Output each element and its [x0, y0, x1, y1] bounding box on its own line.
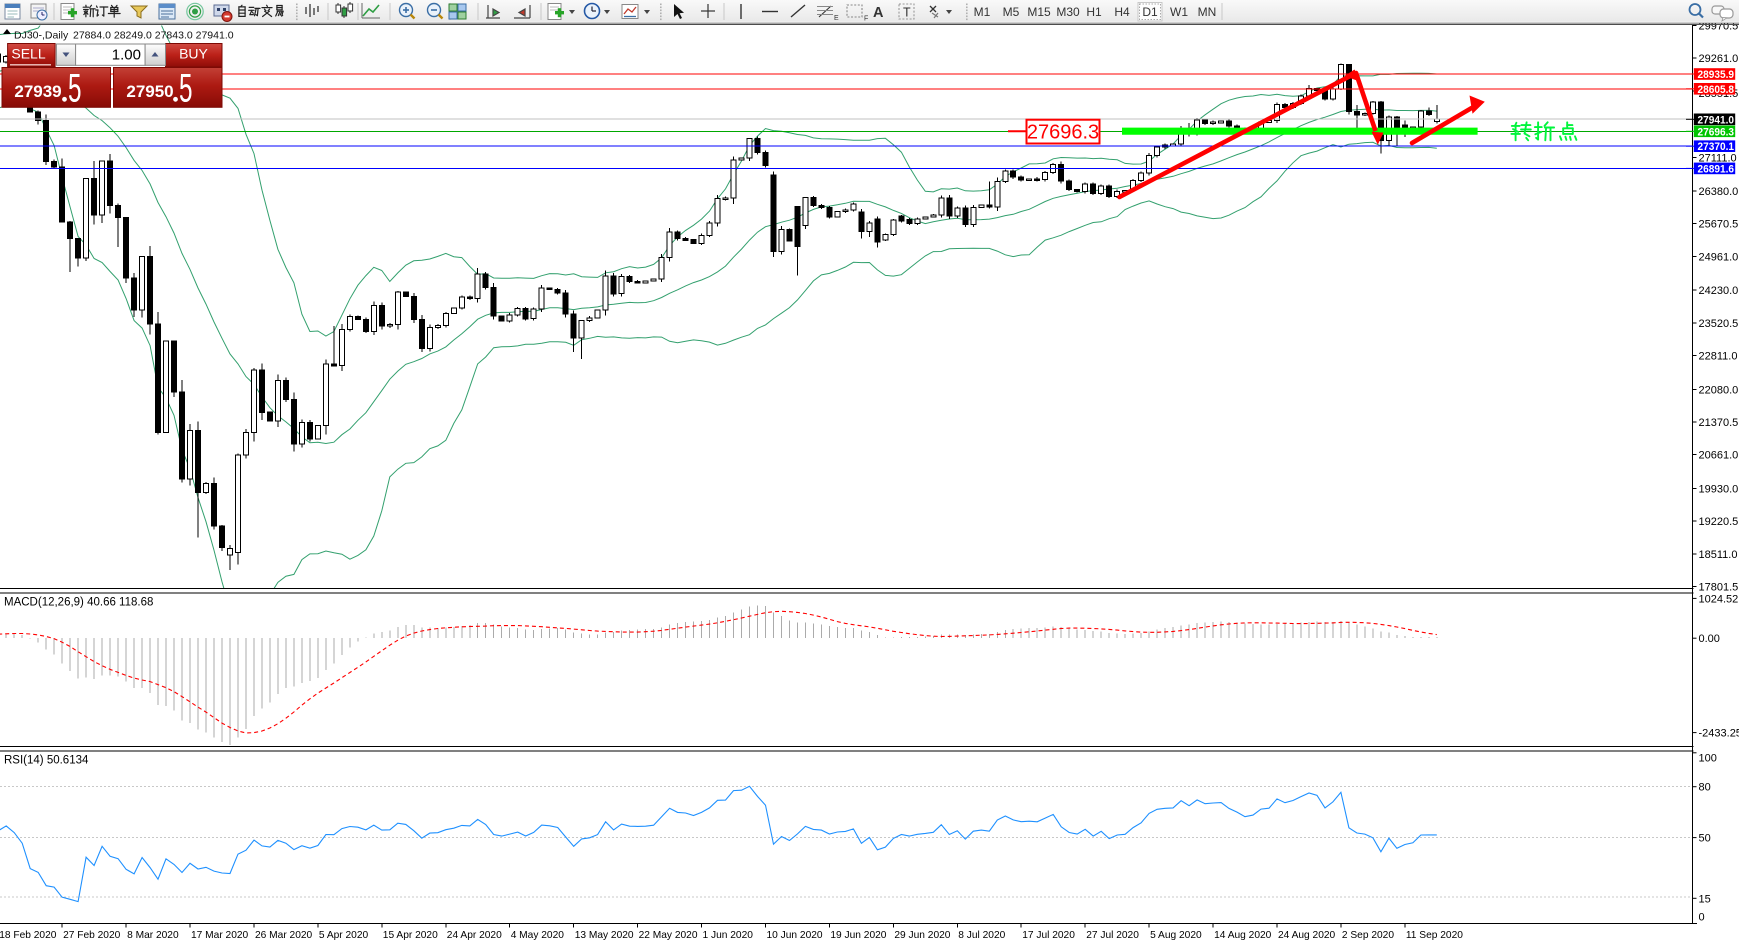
svg-text:26380.0: 26380.0	[1699, 186, 1739, 198]
svg-text:27696.3: 27696.3	[1698, 126, 1735, 138]
svg-text:W1: W1	[1170, 5, 1188, 19]
svg-text:21370.5: 21370.5	[1699, 417, 1739, 429]
svg-text:24961.0: 24961.0	[1699, 252, 1739, 264]
svg-text:80: 80	[1699, 782, 1711, 794]
svg-text:27111.0: 27111.0	[1699, 152, 1737, 164]
svg-text:18511.0: 18511.0	[1699, 549, 1738, 561]
svg-text:-2433.25: -2433.25	[1699, 728, 1739, 740]
svg-text:20661.0: 20661.0	[1699, 450, 1739, 462]
svg-text:8 Mar 2020: 8 Mar 2020	[127, 930, 179, 941]
svg-text:0.00: 0.00	[1699, 633, 1720, 645]
svg-text:E: E	[834, 15, 839, 22]
svg-text:28935.9: 28935.9	[1698, 69, 1735, 81]
svg-text:1024.52: 1024.52	[1699, 593, 1739, 605]
svg-text:29 Jun 2020: 29 Jun 2020	[894, 930, 950, 941]
svg-text:19 Jun 2020: 19 Jun 2020	[830, 930, 886, 941]
svg-text:0: 0	[1699, 912, 1705, 924]
svg-text:50: 50	[1699, 833, 1711, 845]
svg-text:18 Feb 2020: 18 Feb 2020	[0, 930, 57, 941]
svg-text:BUY: BUY	[179, 46, 208, 62]
svg-text:26 Mar 2020: 26 Mar 2020	[255, 930, 313, 941]
svg-text:5: 5	[68, 67, 82, 111]
svg-text:D1: D1	[1142, 5, 1158, 19]
svg-text:27 Jul 2020: 27 Jul 2020	[1086, 930, 1139, 941]
svg-text:26891.6: 26891.6	[1698, 163, 1735, 175]
svg-text:17801.5: 17801.5	[1699, 582, 1739, 594]
svg-text:23520.5: 23520.5	[1699, 318, 1739, 330]
svg-text:F: F	[864, 16, 868, 23]
svg-text:22 May 2020: 22 May 2020	[639, 930, 698, 941]
svg-text:1.00: 1.00	[112, 47, 141, 64]
svg-text:8 Jul 2020: 8 Jul 2020	[958, 930, 1005, 941]
svg-text:25670.5: 25670.5	[1699, 219, 1739, 231]
svg-text:MN: MN	[1198, 5, 1217, 19]
svg-text:RSI(14) 50.6134: RSI(14) 50.6134	[4, 755, 89, 767]
svg-text:H1: H1	[1086, 5, 1102, 19]
svg-text:M30: M30	[1056, 5, 1080, 19]
svg-text:5 Aug 2020: 5 Aug 2020	[1150, 930, 1202, 941]
svg-text:15: 15	[1699, 893, 1711, 905]
svg-text:5: 5	[179, 67, 193, 111]
svg-text:22080.0: 22080.0	[1699, 384, 1739, 396]
svg-text:24 Aug 2020: 24 Aug 2020	[1278, 930, 1336, 941]
svg-text:T: T	[903, 6, 911, 20]
svg-text:27941.0: 27941.0	[1698, 114, 1735, 126]
svg-text:M15: M15	[1027, 5, 1051, 19]
svg-text:17 Mar 2020: 17 Mar 2020	[191, 930, 249, 941]
svg-text:4 May 2020: 4 May 2020	[511, 930, 565, 941]
svg-text:14 Aug 2020: 14 Aug 2020	[1214, 930, 1272, 941]
svg-text:MACD(12,26,9) 40.66 118.68: MACD(12,26,9) 40.66 118.68	[4, 597, 153, 609]
svg-text:11 Sep 2020: 11 Sep 2020	[1406, 930, 1463, 941]
svg-text:27939: 27939	[14, 82, 61, 101]
svg-text:13 May 2020: 13 May 2020	[575, 930, 634, 941]
svg-text:29261.0: 29261.0	[1699, 53, 1739, 65]
svg-text:DJ30-,Daily: DJ30-,Daily	[14, 30, 69, 42]
svg-text:27370.1: 27370.1	[1698, 141, 1735, 153]
svg-text:1 Jun 2020: 1 Jun 2020	[703, 930, 754, 941]
svg-text:100: 100	[1699, 753, 1717, 765]
svg-text:24230.0: 24230.0	[1699, 285, 1739, 297]
svg-text:M5: M5	[1003, 5, 1020, 19]
svg-text:17 Jul 2020: 17 Jul 2020	[1022, 930, 1075, 941]
svg-text:27696.3: 27696.3	[1027, 122, 1099, 144]
svg-text:SELL: SELL	[11, 46, 45, 62]
svg-text:5 Apr 2020: 5 Apr 2020	[319, 930, 369, 941]
svg-text:10 Jun 2020: 10 Jun 2020	[767, 930, 823, 941]
svg-text:27884.0 28249.0 27843.0 27941.: 27884.0 28249.0 27843.0 27941.0	[73, 30, 234, 42]
svg-text:2 Sep 2020: 2 Sep 2020	[1342, 930, 1394, 941]
svg-text:22811.0: 22811.0	[1699, 351, 1738, 363]
svg-text:19220.5: 19220.5	[1699, 516, 1739, 528]
svg-text:27950: 27950	[126, 82, 173, 101]
svg-text:H4: H4	[1114, 5, 1130, 19]
svg-text:19930.0: 19930.0	[1699, 483, 1739, 495]
svg-text:15 Apr 2020: 15 Apr 2020	[383, 930, 438, 941]
svg-text:A: A	[873, 5, 884, 21]
svg-text:M1: M1	[974, 5, 991, 19]
svg-text:27 Feb 2020: 27 Feb 2020	[63, 930, 121, 941]
svg-text:28605.8: 28605.8	[1698, 84, 1735, 96]
svg-text:24 Apr 2020: 24 Apr 2020	[447, 930, 502, 941]
